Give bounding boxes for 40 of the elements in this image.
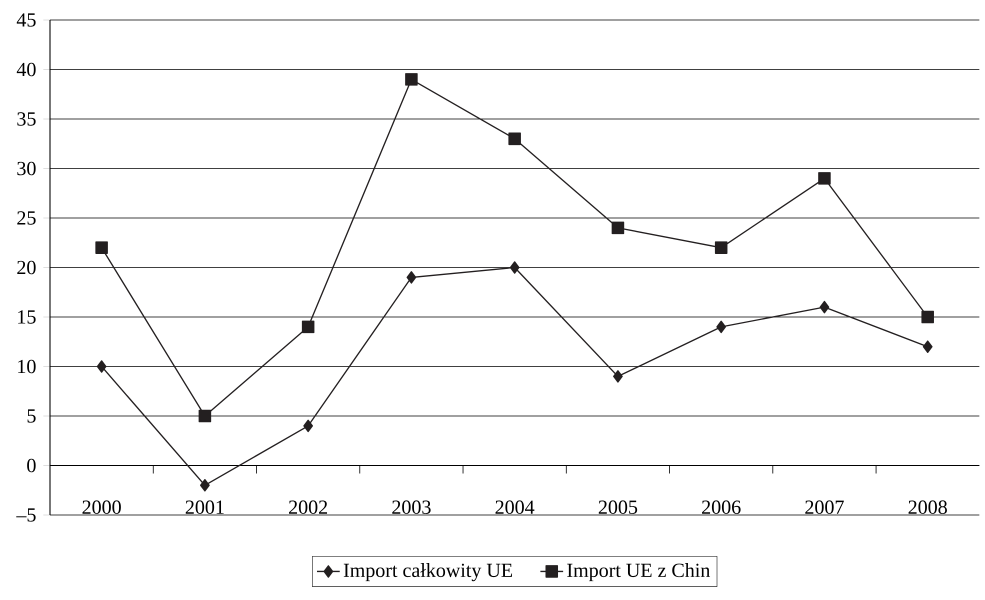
point — [714, 241, 728, 254]
x-tick-label: 2002 — [289, 500, 328, 514]
point — [716, 320, 726, 334]
x-tick-label: 2006 — [702, 500, 741, 514]
legend-label: Import UE z Chin — [567, 563, 710, 582]
point — [820, 300, 830, 314]
point — [921, 310, 934, 324]
point — [405, 73, 418, 86]
x-tick-label: 2007 — [805, 500, 844, 514]
point — [302, 320, 314, 334]
point — [818, 172, 831, 185]
x-tick-label: 2000 — [82, 500, 121, 514]
point — [198, 410, 212, 422]
point — [406, 271, 416, 284]
point — [200, 479, 210, 492]
x-tick-label: 2004 — [496, 500, 534, 514]
y-tick-label: –5 — [16, 508, 36, 522]
y-tick-label: 45 — [16, 13, 36, 27]
x-tick-label: 2003 — [392, 500, 431, 514]
point — [508, 132, 521, 146]
point — [922, 340, 933, 353]
point — [95, 241, 108, 254]
y-tick-label: 0 — [27, 458, 36, 472]
y-tick-label: 40 — [16, 62, 36, 76]
y-tick-label: 20 — [17, 260, 36, 274]
y-tick-label: 30 — [17, 162, 36, 176]
y-tick-label: 25 — [17, 211, 36, 225]
legend-label: Import całkowity UE — [344, 563, 512, 582]
point — [612, 222, 624, 234]
x-tick-label: 2001 — [186, 500, 224, 514]
point — [96, 360, 106, 373]
y-tick-label: 35 — [17, 112, 36, 126]
x-tick-label: 2008 — [908, 500, 947, 514]
point — [613, 370, 623, 383]
point — [510, 261, 520, 274]
y-tick-label: 5 — [28, 409, 36, 423]
x-tick-label: 2005 — [598, 500, 638, 514]
y-tick-label: 10 — [18, 360, 36, 374]
point — [303, 420, 314, 432]
y-tick-label: 15 — [18, 310, 36, 324]
